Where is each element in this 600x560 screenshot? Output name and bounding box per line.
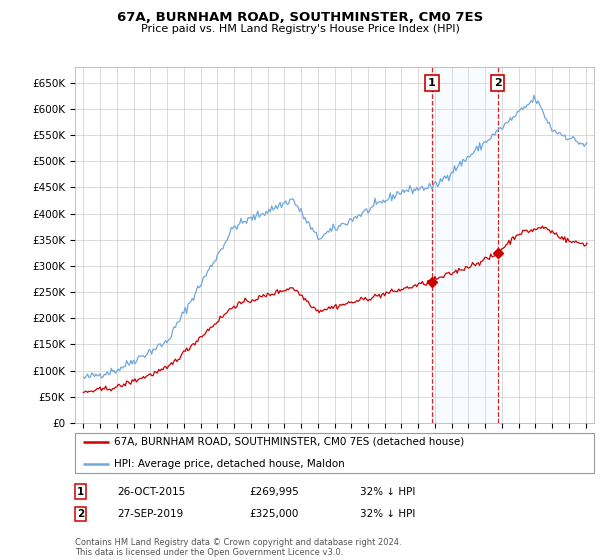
Text: 26-OCT-2015: 26-OCT-2015 [117, 487, 185, 497]
Text: 32% ↓ HPI: 32% ↓ HPI [360, 487, 415, 497]
Text: 2: 2 [494, 78, 502, 88]
Text: 32% ↓ HPI: 32% ↓ HPI [360, 509, 415, 519]
Text: 2: 2 [77, 509, 84, 519]
FancyBboxPatch shape [75, 433, 594, 473]
Text: £269,995: £269,995 [249, 487, 299, 497]
Text: 1: 1 [77, 487, 84, 497]
Text: HPI: Average price, detached house, Maldon: HPI: Average price, detached house, Mald… [114, 459, 344, 469]
Text: Price paid vs. HM Land Registry's House Price Index (HPI): Price paid vs. HM Land Registry's House … [140, 24, 460, 34]
Text: 67A, BURNHAM ROAD, SOUTHMINSTER, CM0 7ES (detached house): 67A, BURNHAM ROAD, SOUTHMINSTER, CM0 7ES… [114, 437, 464, 447]
Text: 67A, BURNHAM ROAD, SOUTHMINSTER, CM0 7ES: 67A, BURNHAM ROAD, SOUTHMINSTER, CM0 7ES [117, 11, 483, 24]
Text: Contains HM Land Registry data © Crown copyright and database right 2024.
This d: Contains HM Land Registry data © Crown c… [75, 538, 401, 557]
Bar [432, 67, 497, 423]
Text: 27-SEP-2019: 27-SEP-2019 [117, 509, 183, 519]
Text: 1: 1 [428, 78, 436, 88]
Text: £325,000: £325,000 [249, 509, 298, 519]
